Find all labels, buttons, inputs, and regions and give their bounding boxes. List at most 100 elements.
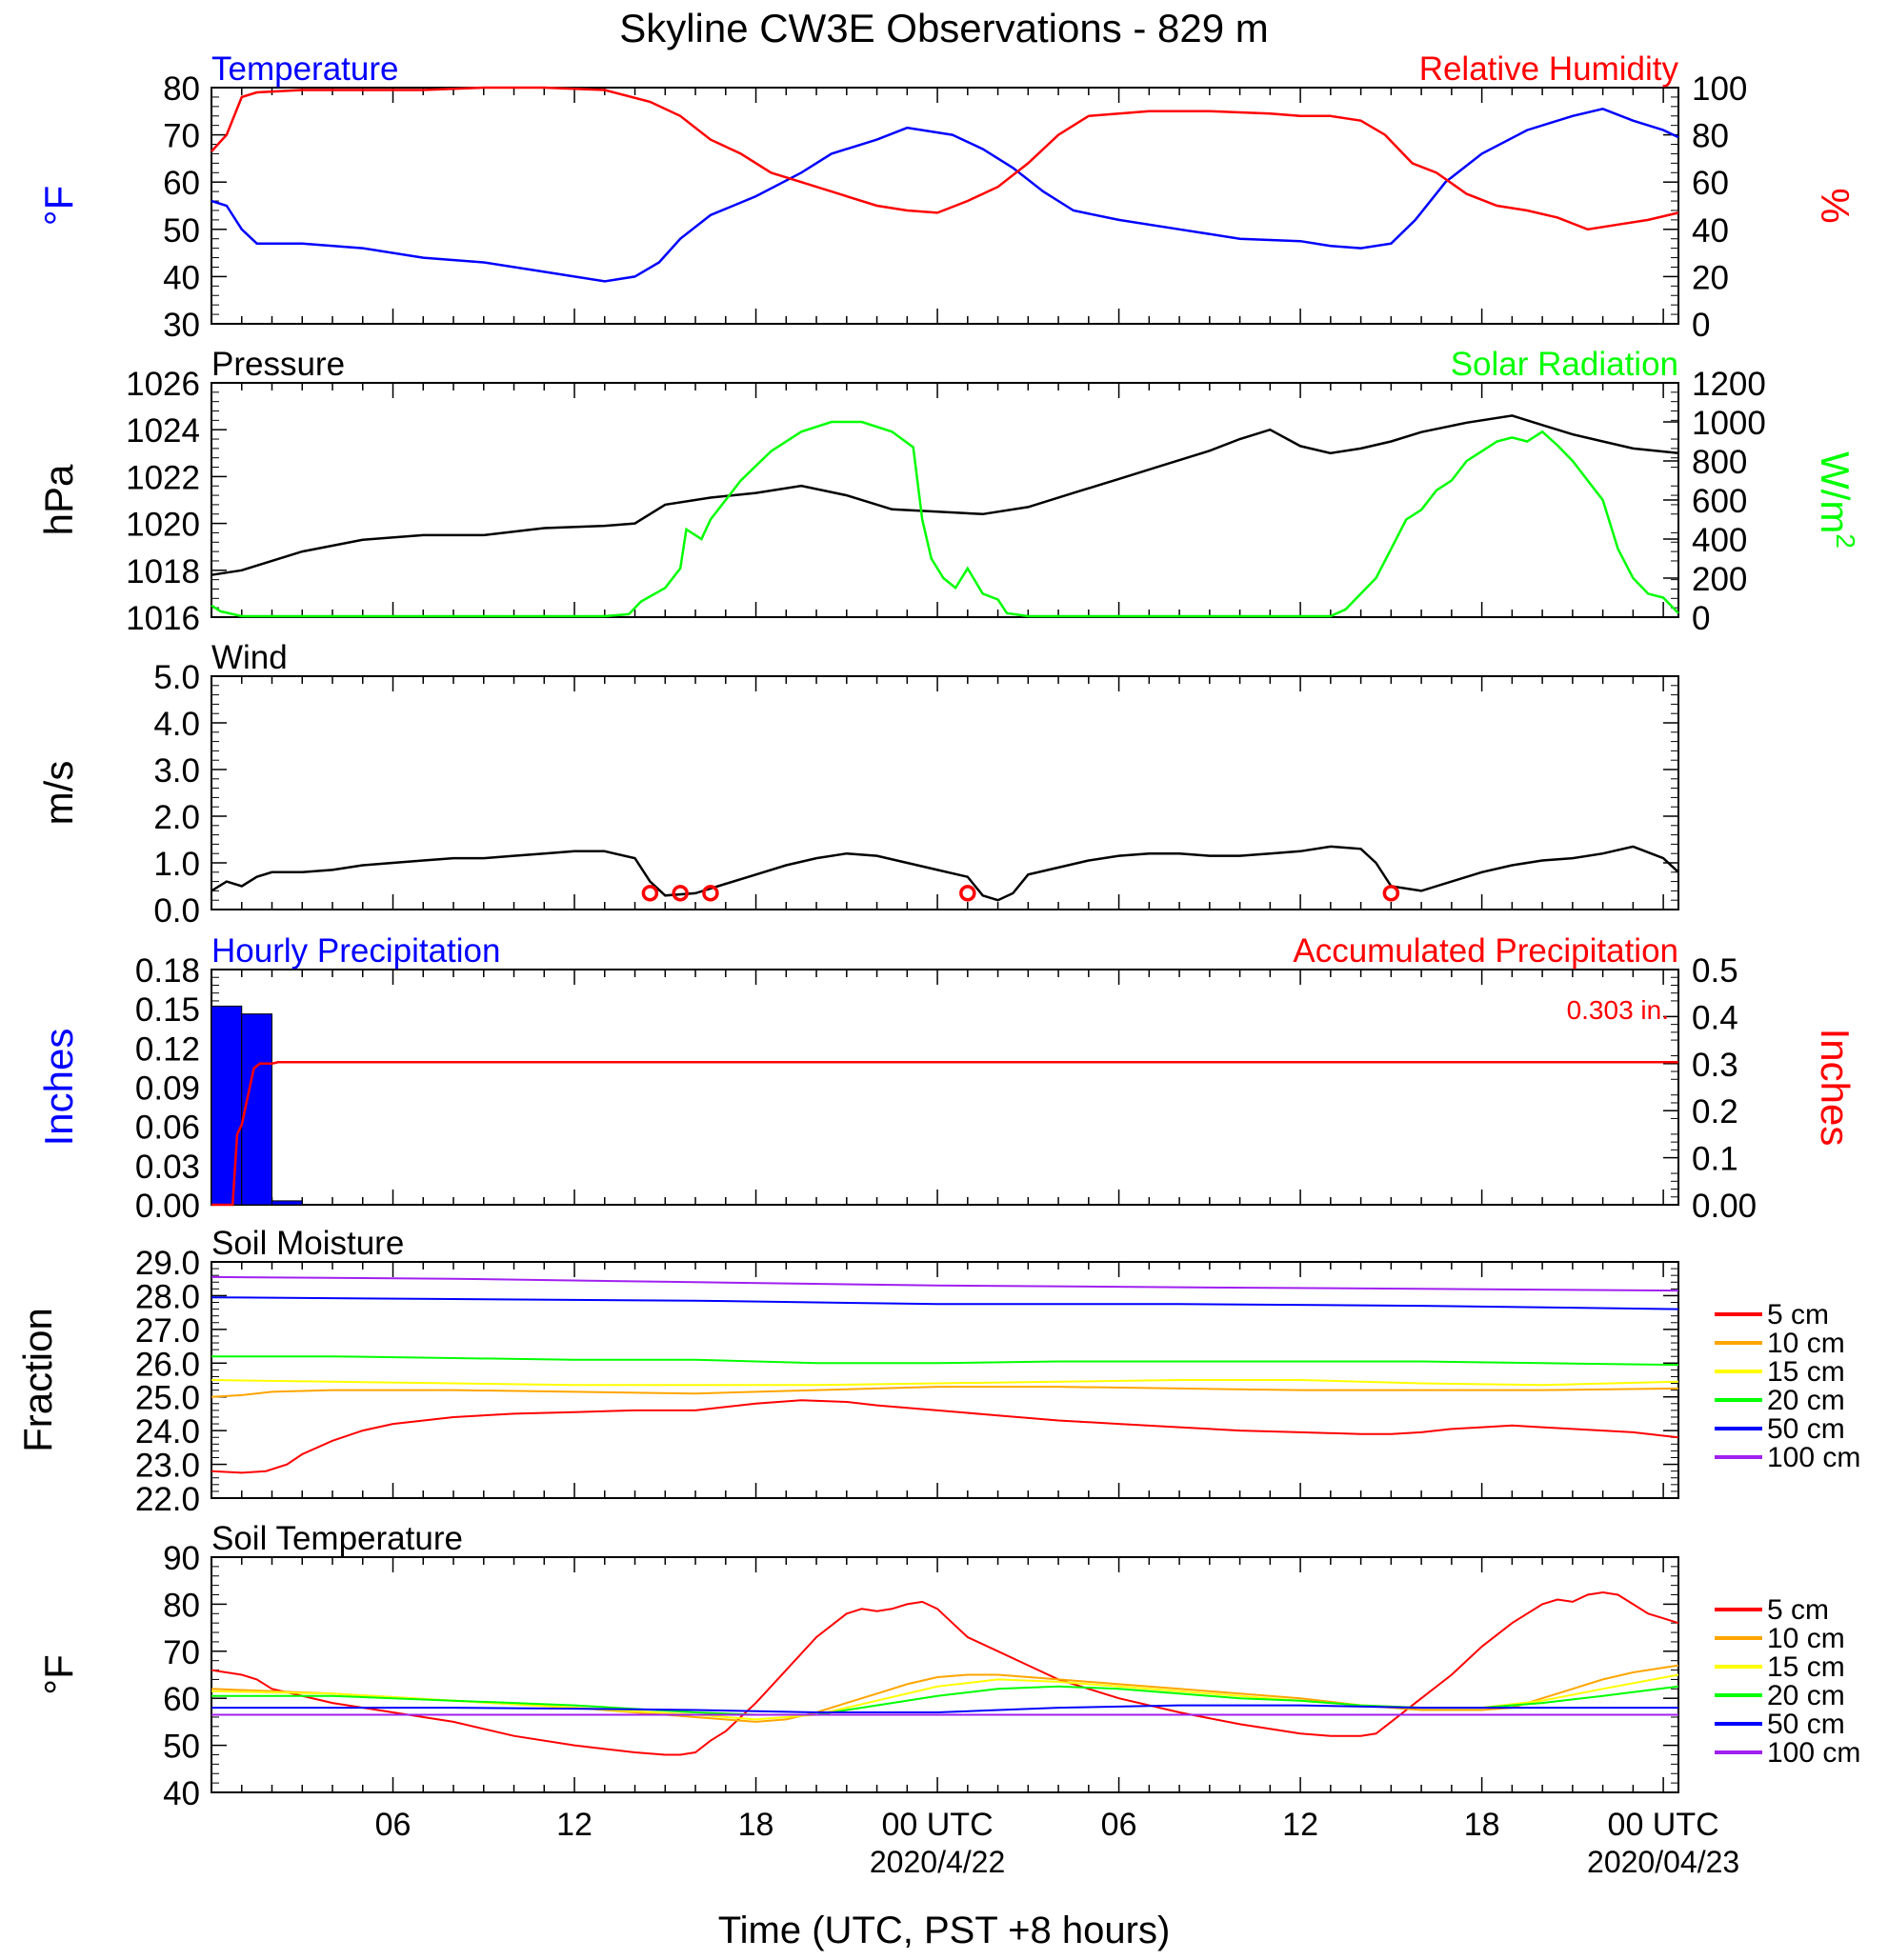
legend-label: 5 cm xyxy=(1767,1299,1829,1330)
y-tick-label-left: 5.0 xyxy=(153,659,200,696)
legend-label: 10 cm xyxy=(1767,1328,1845,1359)
y-tick-label-right: 0.1 xyxy=(1692,1141,1738,1178)
x-tick-label: 18 xyxy=(738,1807,774,1843)
y-tick-label-right: 40 xyxy=(1692,212,1729,250)
y-tick-label-left: 26.0 xyxy=(135,1346,200,1383)
y-tick-label-left: 1016 xyxy=(126,600,200,637)
panel-title-left: Temperature xyxy=(211,50,398,88)
y-tick-label-right: 0 xyxy=(1692,307,1710,344)
series-line-black xyxy=(211,845,1679,902)
accumulated-total-label: 0.303 in. xyxy=(1567,995,1669,1025)
y-tick-label-left: 2.0 xyxy=(153,799,200,836)
y-tick-label-right: 0.5 xyxy=(1692,952,1738,990)
panel-title-left: Wind xyxy=(211,639,288,676)
series-line-50-cm xyxy=(211,1704,1678,1713)
y-axis-label-right: W/m2 xyxy=(1813,451,1860,549)
y-tick-label-left: 80 xyxy=(163,70,200,108)
y-tick-label-right: 60 xyxy=(1692,165,1729,202)
series-line-red xyxy=(211,86,1679,231)
y-tick-label-left: 1026 xyxy=(126,366,200,403)
x-tick-label: 12 xyxy=(556,1807,593,1843)
y-tick-label-left: 28.0 xyxy=(135,1278,200,1315)
x-tick-label: 18 xyxy=(1464,1807,1500,1843)
y-tick-label-right: 800 xyxy=(1692,444,1747,481)
y-tick-label-left: 0.09 xyxy=(135,1070,200,1108)
x-tick-label: 00 UTC xyxy=(881,1807,993,1843)
panel-title-left: Soil Moisture xyxy=(211,1225,404,1262)
y-tick-label-left: 3.0 xyxy=(153,752,200,790)
y-tick-label-right: 400 xyxy=(1692,522,1747,559)
y-tick-label-left: 1022 xyxy=(126,459,200,496)
y-tick-label-left: 40 xyxy=(163,259,200,296)
y-axis-label-left: Fraction xyxy=(15,1308,60,1452)
legend-label: 50 cm xyxy=(1767,1413,1845,1445)
x-tick-label: 06 xyxy=(375,1807,412,1843)
y-tick-label-left: 50 xyxy=(163,212,200,250)
legend-label: 20 cm xyxy=(1767,1385,1845,1416)
y-tick-label-left: 70 xyxy=(163,118,200,155)
y-tick-label-left: 0.00 xyxy=(135,1188,200,1225)
y-tick-label-left: 0.0 xyxy=(153,892,200,930)
y-tick-label-left: 1024 xyxy=(126,412,200,450)
y-axis-label-left: °F xyxy=(36,1654,81,1694)
legend-label: 100 cm xyxy=(1767,1737,1860,1769)
y-tick-label-left: 4.0 xyxy=(153,706,200,743)
panel-frame xyxy=(211,675,1679,910)
series-line-15-cm xyxy=(211,1379,1679,1387)
series-line-black xyxy=(211,414,1679,576)
panel-title-right: Relative Humidity xyxy=(1419,50,1679,88)
y-tick-label-left: 80 xyxy=(163,1587,200,1624)
y-axis-label-left: hPa xyxy=(36,464,81,535)
y-tick-label-right: 0.3 xyxy=(1692,1047,1738,1084)
y-tick-label-right: 100 xyxy=(1692,70,1747,108)
legend-label: 50 cm xyxy=(1767,1709,1845,1740)
y-tick-label-right: 20 xyxy=(1692,259,1729,296)
y-tick-label-left: 0.15 xyxy=(135,991,200,1029)
y-tick-label-left: 25.0 xyxy=(135,1380,200,1417)
y-tick-label-left: 30 xyxy=(163,307,200,344)
y-tick-label-right: 1200 xyxy=(1692,366,1766,403)
y-axis-label-right: % xyxy=(1813,188,1858,223)
y-tick-label-right: 80 xyxy=(1692,118,1729,155)
y-tick-label-left: 70 xyxy=(163,1634,200,1671)
y-tick-label-left: 50 xyxy=(163,1729,200,1766)
y-tick-label-left: 23.0 xyxy=(135,1448,200,1485)
y-tick-label-left: 40 xyxy=(163,1775,200,1812)
y-tick-label-right: 200 xyxy=(1692,561,1747,598)
y-tick-label-left: 1018 xyxy=(126,553,200,590)
y-tick-label-left: 29.0 xyxy=(135,1245,200,1282)
y-tick-label-left: 1020 xyxy=(126,507,200,544)
y-axis-label-left: °F xyxy=(36,186,81,226)
y-tick-label-left: 22.0 xyxy=(135,1481,200,1518)
y-tick-label-right: 0 xyxy=(1692,600,1710,637)
panel-frame xyxy=(211,87,1679,325)
calm-wind-marker xyxy=(1382,885,1400,902)
calm-wind-marker xyxy=(672,885,689,902)
y-axis-label-superscript: 2 xyxy=(1831,533,1860,549)
y-tick-label-left: 60 xyxy=(163,1681,200,1718)
legend-label: 100 cm xyxy=(1767,1442,1860,1473)
y-tick-label-right: 0.4 xyxy=(1692,999,1738,1036)
y-tick-label-right: 1000 xyxy=(1692,405,1766,442)
y-tick-label-left: 90 xyxy=(163,1540,200,1577)
series-line-10-cm xyxy=(211,1386,1679,1398)
y-tick-label-left: 27.0 xyxy=(135,1312,200,1350)
y-tick-label-left: 0.18 xyxy=(135,952,200,990)
calm-wind-marker xyxy=(702,885,719,902)
series-line-50-cm xyxy=(211,1296,1679,1310)
calm-wind-marker xyxy=(641,885,659,902)
legend-label: 15 cm xyxy=(1767,1651,1845,1683)
series-line-5-cm xyxy=(211,1590,1679,1756)
y-axis-label-left: Inches xyxy=(36,1029,81,1147)
y-tick-label-right: 0.2 xyxy=(1692,1093,1738,1130)
y-tick-label-left: 0.03 xyxy=(135,1149,200,1186)
accumulated-precip-line xyxy=(211,1061,1678,1207)
figure-title: Skyline CW3E Observations - 829 m xyxy=(619,6,1269,50)
y-tick-label-left: 24.0 xyxy=(135,1413,200,1450)
panel-title-left: Hourly Precipitation xyxy=(211,932,500,970)
y-tick-label-left: 0.06 xyxy=(135,1110,200,1147)
y-tick-label-right: 600 xyxy=(1692,483,1747,520)
panel-title-left: Pressure xyxy=(211,346,345,383)
y-tick-label-left: 0.12 xyxy=(135,1030,200,1068)
